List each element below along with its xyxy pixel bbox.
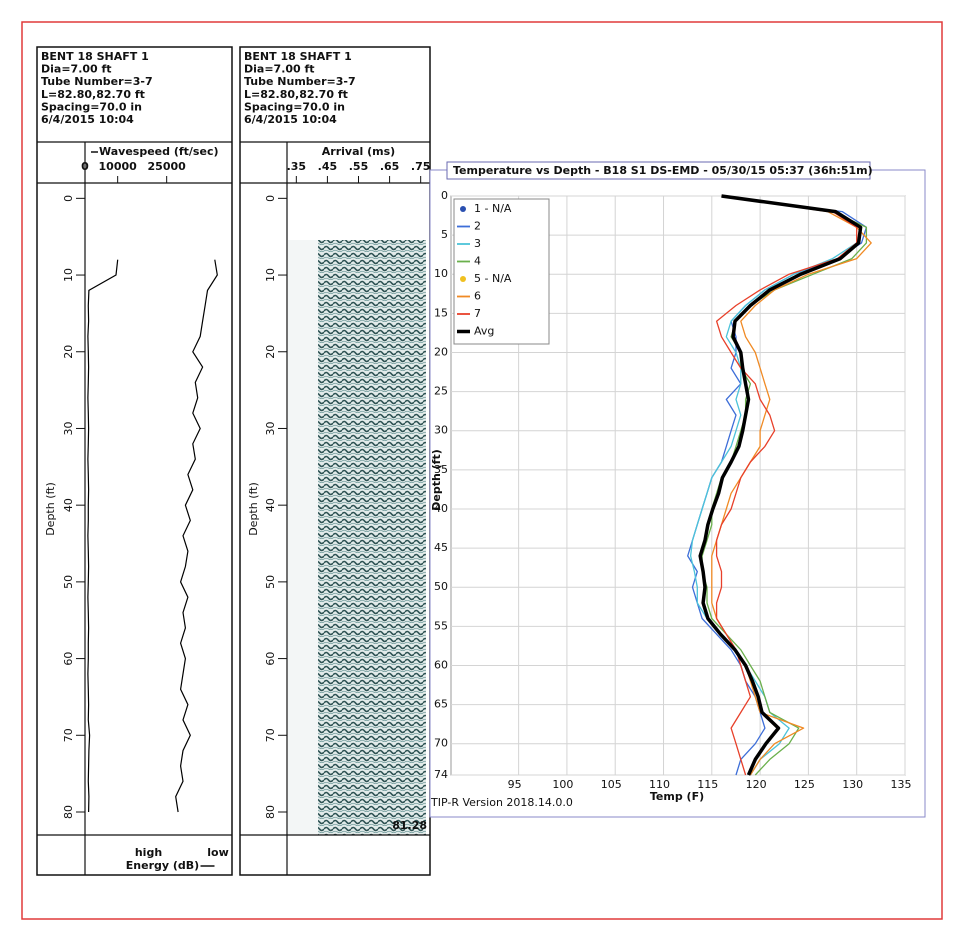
footnote: TIP-R Version 2018.14.0.0 xyxy=(430,796,573,809)
header-line: L=82.80,82.70 ft xyxy=(244,88,348,101)
y-tick-label: 40 xyxy=(264,498,277,512)
header-line: BENT 18 SHAFT 1 xyxy=(41,50,149,63)
y-tick-label: 10 xyxy=(434,267,448,280)
chart-title: Temperature vs Depth - B18 S1 DS-EMD - 0… xyxy=(453,164,873,177)
x-tick-label: .75 xyxy=(411,160,431,173)
header-line: Dia=7.00 ft xyxy=(41,63,112,76)
legend-label: 6 xyxy=(474,290,481,303)
header-line: Spacing=70.0 in xyxy=(41,100,142,113)
y-tick-label: 10 xyxy=(62,268,75,282)
y-axis-label: Depth (ft) xyxy=(247,482,260,536)
y-tick-label: 20 xyxy=(264,345,277,359)
x-tick-label: .45 xyxy=(318,160,338,173)
header-line: Spacing=70.0 in xyxy=(244,100,345,113)
legend-label: 1 - N/A xyxy=(474,202,512,215)
y-tick-label: 80 xyxy=(264,805,277,819)
x-tick-label: 25000 xyxy=(148,160,187,173)
y-tick-label: 30 xyxy=(62,421,75,435)
legend-label: 4 xyxy=(474,255,481,268)
header-line: 6/4/2015 10:04 xyxy=(244,113,337,126)
legend-marker xyxy=(460,206,466,212)
y-tick-label: 45 xyxy=(434,541,448,554)
x-tick-label: 130 xyxy=(842,778,863,791)
x-tick-label: 125 xyxy=(794,778,815,791)
y-tick-label: 70 xyxy=(62,728,75,742)
y-tick-label: 60 xyxy=(434,658,448,671)
y-tick-label: 60 xyxy=(264,652,277,666)
x-axis-label: Arrival (ms) xyxy=(322,145,395,158)
x-tick-label: 135 xyxy=(891,778,912,791)
y-tick-label: 0 xyxy=(62,195,75,202)
y-tick-label: 70 xyxy=(434,737,448,750)
x-tick-label: 10000 xyxy=(99,160,138,173)
x-axis-label: Wavespeed (ft/sec) xyxy=(99,145,219,158)
y-tick-label: 80 xyxy=(62,805,75,819)
x-tick-label: .65 xyxy=(380,160,400,173)
y-tick-label: 50 xyxy=(434,580,448,593)
legend-marker xyxy=(460,276,466,282)
header-line: BENT 18 SHAFT 1 xyxy=(244,50,352,63)
page: BENT 18 SHAFT 1Dia=7.00 ftTube Number=3-… xyxy=(0,0,956,932)
x-tick-label: 95 xyxy=(508,778,522,791)
waterfall xyxy=(318,240,426,835)
annotation: 81.28 xyxy=(392,819,427,832)
x2-end-label: low xyxy=(207,846,229,859)
header-line: 6/4/2015 10:04 xyxy=(41,113,134,126)
y-tick-label: 0 xyxy=(441,189,448,202)
x2-end-label: high xyxy=(135,846,162,859)
header-line: Tube Number=3-7 xyxy=(41,75,153,88)
y-tick-label: 50 xyxy=(264,575,277,589)
y-axis-label: Depth (ft) xyxy=(44,482,57,536)
x2-axis-label: Energy (dB) xyxy=(126,859,199,872)
x-tick-label: 120 xyxy=(746,778,767,791)
y-tick-label: 5 xyxy=(441,228,448,241)
y-tick-label: 70 xyxy=(264,728,277,742)
legend-label: 5 - N/A xyxy=(474,272,512,285)
y-tick-label: 30 xyxy=(434,424,448,437)
y-tick-label: 10 xyxy=(264,268,277,282)
y-tick-label: 50 xyxy=(62,575,75,589)
waterfall-margin xyxy=(288,240,318,835)
y-tick-label: 20 xyxy=(434,345,448,358)
y-tick-label: 65 xyxy=(434,698,448,711)
legend-label: Avg xyxy=(474,325,494,338)
y-tick-label: 74 xyxy=(434,768,448,781)
y-tick-label: 15 xyxy=(434,306,448,319)
legend-label: 3 xyxy=(474,237,481,250)
header-line: Dia=7.00 ft xyxy=(244,63,315,76)
x-tick-label: .55 xyxy=(349,160,369,173)
legend-label: 2 xyxy=(474,220,481,233)
header-line: L=82.80,82.70 ft xyxy=(41,88,145,101)
x-axis-label: Temp (F) xyxy=(650,790,704,803)
y-tick-label: 40 xyxy=(62,498,75,512)
y-axis-label: Depth (ft) xyxy=(430,449,443,510)
x-tick-label: 105 xyxy=(601,778,622,791)
header-line: Tube Number=3-7 xyxy=(244,75,356,88)
y-tick-label: 30 xyxy=(264,421,277,435)
x-tick-label: .35 xyxy=(287,160,307,173)
x-tick-label: 0 xyxy=(81,160,89,173)
y-tick-label: 55 xyxy=(434,619,448,632)
y-tick-label: 0 xyxy=(264,195,277,202)
y-tick-label: 60 xyxy=(62,652,75,666)
legend-label: 7 xyxy=(474,307,481,320)
log-trace xyxy=(88,260,118,812)
y-tick-label: 20 xyxy=(62,345,75,359)
y-tick-label: 25 xyxy=(434,385,448,398)
x-tick-label: 100 xyxy=(552,778,573,791)
log-trace xyxy=(176,260,218,812)
